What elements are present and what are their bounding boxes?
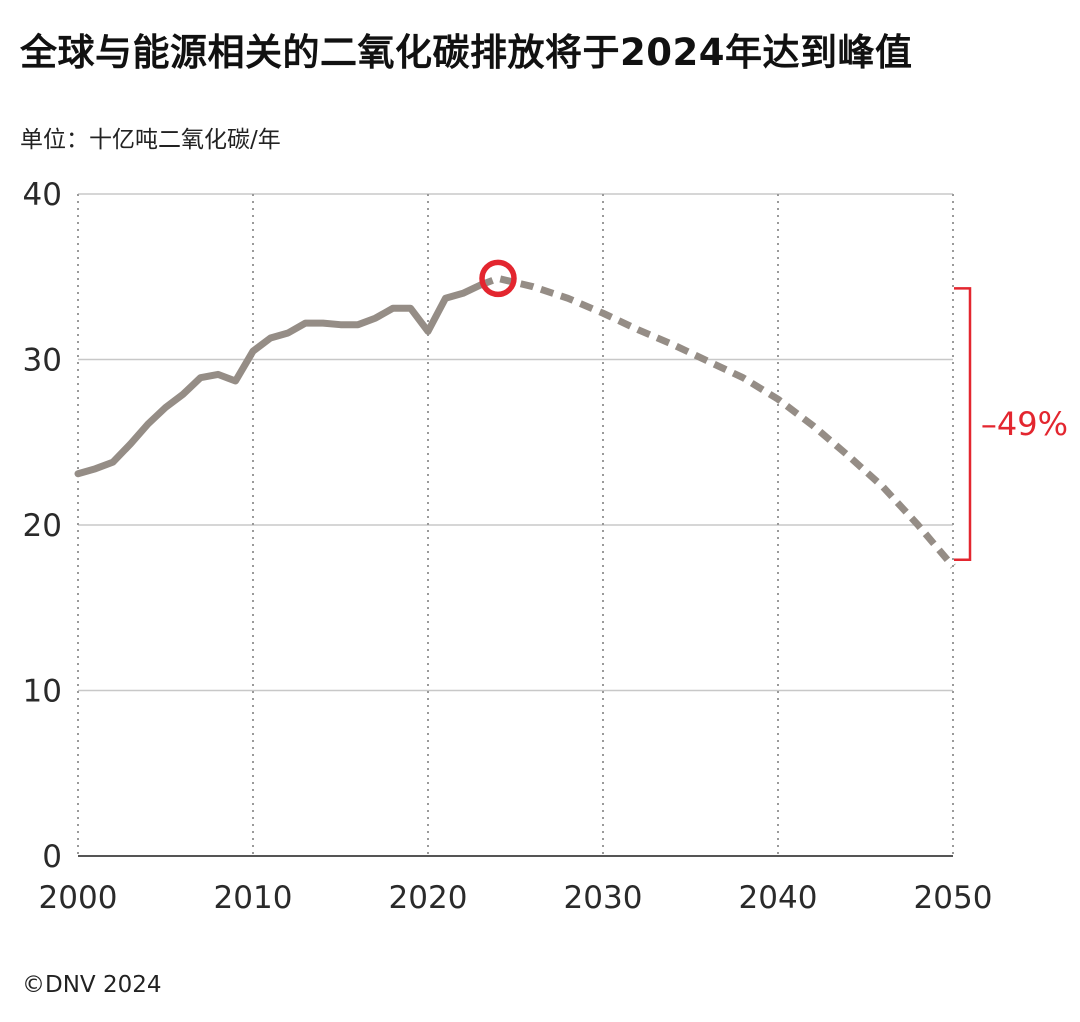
- chart-title: 全球与能源相关的二氧化碳排放将于2024年达到峰值: [20, 31, 913, 74]
- x-tick-label: 2030: [564, 880, 643, 916]
- peak-marker-circle: [479, 259, 517, 298]
- historical-line: [74, 281, 484, 478]
- x-tick-label: 2040: [739, 880, 818, 916]
- y-tick-label: 10: [23, 674, 62, 710]
- y-tick-label: 40: [23, 177, 62, 213]
- x-tick-label: 2010: [214, 880, 293, 916]
- x-tick-label: 2000: [39, 880, 118, 916]
- annotations: –49%: [479, 259, 1068, 562]
- change-bracket: [954, 287, 972, 562]
- percent-change-label: –49%: [981, 405, 1068, 443]
- forecast-line: [479, 274, 956, 569]
- series-lines: [74, 274, 956, 569]
- copyright: ©DNV 2024: [22, 972, 162, 998]
- x-tick-label: 2020: [389, 880, 468, 916]
- y-tick-label: 0: [42, 839, 62, 875]
- gridlines: [77, 193, 954, 858]
- x-tick-label: 2050: [914, 880, 993, 916]
- unit-label: 单位：十亿吨二氧化碳/年: [20, 127, 281, 153]
- y-tick-label: 30: [23, 343, 62, 379]
- y-tick-label: 20: [23, 508, 62, 544]
